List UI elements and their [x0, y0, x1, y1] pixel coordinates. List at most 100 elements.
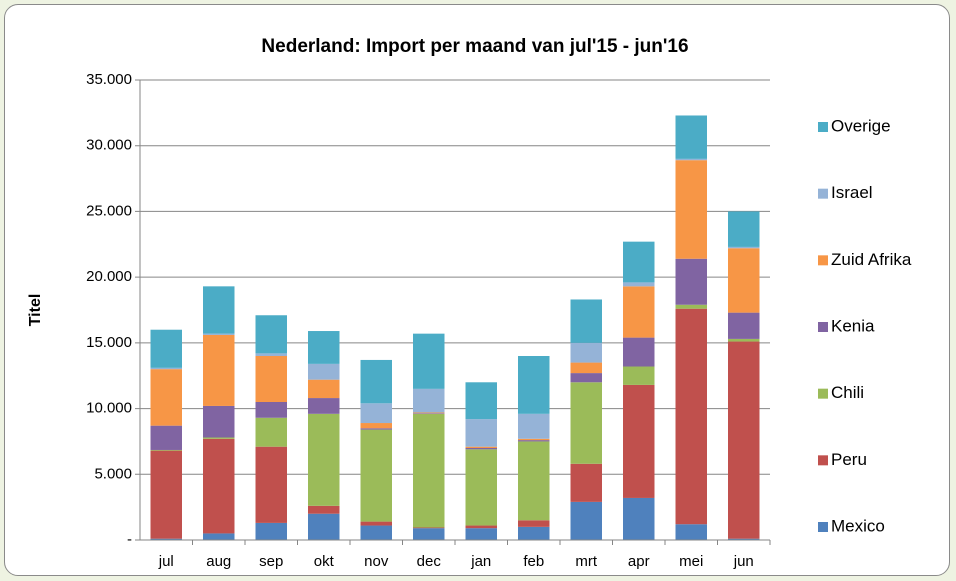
x-tick-label: jan: [470, 553, 491, 570]
bar-segment: [518, 413, 550, 439]
y-tick-label: 30.000: [86, 137, 132, 154]
legend-label: Zuid Afrika: [831, 250, 912, 269]
chart-title: Nederland: Import per maand van jul'15 -…: [261, 36, 688, 57]
bar-segment: [255, 446, 287, 523]
bar-segment: [255, 353, 287, 356]
x-tick-label: jul: [158, 553, 174, 570]
bar-segment: [623, 366, 655, 385]
bar-segment: [203, 405, 235, 438]
legend-label: Kenia: [831, 316, 875, 335]
bar-segment: [255, 402, 287, 418]
bar-segment: [308, 379, 340, 399]
bar-segment: [623, 286, 655, 338]
x-tick-label: okt: [314, 553, 335, 570]
legend-swatch: [818, 522, 828, 532]
bar-segment: [203, 286, 235, 334]
bar-segment: [255, 356, 287, 402]
y-tick-label: 15.000: [86, 334, 132, 351]
y-tick-label: 5.000: [94, 465, 132, 482]
bar-segment: [360, 521, 392, 526]
bar-segment: [203, 333, 235, 335]
bar-segment: [465, 446, 497, 448]
bar-segment: [203, 334, 235, 406]
bar-segment: [518, 438, 550, 441]
bar-segment: [308, 398, 340, 414]
bar-segment: [150, 425, 182, 450]
bar-segment: [465, 419, 497, 447]
legend-swatch: [818, 388, 828, 399]
bar-segment: [255, 417, 287, 447]
bar-segment: [623, 384, 655, 498]
y-tick-label: -: [127, 531, 132, 548]
bar-segment: [413, 412, 445, 414]
bar-segment: [465, 382, 497, 420]
bar-segment: [360, 359, 392, 404]
bar-segment: [465, 448, 497, 450]
bar-segment: [413, 413, 445, 528]
bar-segment: [570, 373, 602, 383]
x-tick-label: nov: [364, 553, 389, 570]
bar-segment: [150, 449, 182, 451]
x-tick-label: apr: [628, 553, 650, 570]
bar-segment: [413, 388, 445, 413]
bar-segment: [308, 363, 340, 380]
bar-segment: [413, 333, 445, 389]
bar-segment: [728, 248, 760, 313]
x-tick-label: sep: [259, 553, 283, 570]
bar-segment: [203, 438, 235, 534]
bar-segment: [150, 367, 182, 370]
bar-segment: [728, 338, 760, 342]
bar-segment: [570, 342, 602, 363]
bar-segment: [518, 526, 550, 540]
bar-segment: [570, 299, 602, 343]
legend-swatch: [818, 322, 828, 332]
bar-segment: [360, 428, 392, 430]
bar-segment: [675, 258, 707, 305]
legend-label: Peru: [831, 450, 867, 469]
bar-segment: [675, 160, 707, 259]
bar-segment: [675, 115, 707, 159]
bar-segment: [675, 524, 707, 540]
bar-segment: [203, 437, 235, 439]
bar-segment: [413, 528, 445, 540]
bar-segment: [308, 331, 340, 364]
bar-segment: [308, 413, 340, 506]
bar-segment: [465, 449, 497, 526]
bar-segment: [623, 497, 655, 540]
y-tick-label: 35.000: [86, 71, 132, 88]
legend-swatch: [818, 255, 828, 266]
bar-segment: [728, 312, 760, 339]
bar-segment: [570, 463, 602, 502]
legend-label: Israel: [831, 183, 873, 202]
x-tick-label: feb: [523, 553, 544, 570]
bar-segment: [308, 513, 340, 540]
bar-segment: [150, 329, 182, 368]
legend-label: Mexico: [831, 516, 885, 535]
bar-segment: [413, 413, 445, 414]
bar-segment: [518, 441, 550, 521]
bar-segment: [728, 246, 760, 249]
bar-segment: [150, 369, 182, 426]
bar-segment: [518, 356, 550, 414]
y-axis-label: Titel: [27, 294, 44, 327]
bar-segment: [728, 211, 760, 247]
bar-segment: [518, 440, 550, 442]
bar-segment: [150, 538, 182, 540]
bar-segment: [465, 528, 497, 540]
bar-segment: [675, 158, 707, 161]
bar-segment: [150, 450, 182, 539]
legend-swatch: [818, 122, 828, 132]
legend-label: Chili: [831, 383, 864, 402]
bar-segment: [465, 525, 497, 529]
bar-segment: [203, 533, 235, 540]
bar-segment: [570, 362, 602, 374]
bar-segment: [255, 315, 287, 354]
x-tick-label: aug: [206, 553, 231, 570]
bar-segment: [360, 429, 392, 522]
bar-segment: [570, 501, 602, 540]
y-tick-label: 25.000: [86, 202, 132, 219]
bar-segment: [413, 527, 445, 529]
bar-segment: [518, 520, 550, 527]
y-tick-label: 20.000: [86, 268, 132, 285]
